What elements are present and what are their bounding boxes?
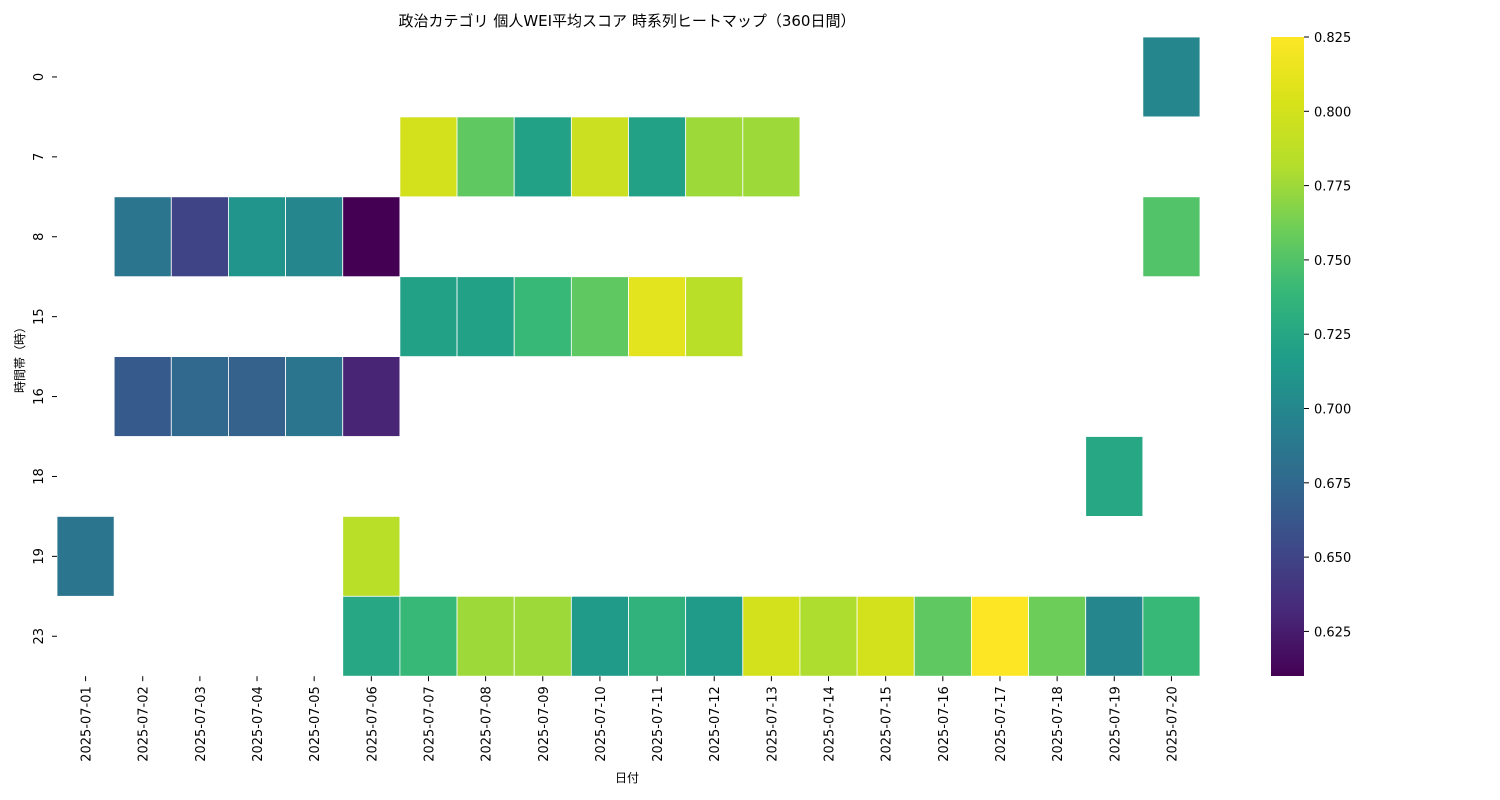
x-tick-label: 2025-07-02 xyxy=(137,686,152,762)
heatmap-cell xyxy=(628,116,687,198)
y-tick-label: 23 xyxy=(32,628,47,645)
heatmap-cell xyxy=(342,595,401,677)
x-tick-label: 2025-07-05 xyxy=(308,686,323,762)
heatmap-cell xyxy=(570,276,629,358)
x-tick-label: 2025-07-16 xyxy=(937,686,952,762)
heatmap-cell xyxy=(685,276,744,358)
heatmap-cell xyxy=(342,356,401,437)
heatmap-cell xyxy=(570,116,629,198)
heatmap-cell xyxy=(56,516,115,597)
chart-title: 政治カテゴリ 個人WEI平均スコア 時系列ヒートマップ（360日間） xyxy=(399,12,856,30)
heatmap-cell xyxy=(113,196,172,278)
y-tick-label: 7 xyxy=(32,153,47,161)
y-axis-ticks: 0 7 8 15 16 18 19 23 xyxy=(32,73,57,645)
x-tick-label: 2025-07-13 xyxy=(765,686,780,762)
x-axis-label: 日付 xyxy=(615,771,639,785)
heatmap-cell xyxy=(856,595,915,677)
colorbar-tick-label: 0.650 xyxy=(1314,551,1351,566)
heatmap-cell xyxy=(513,276,572,358)
colorbar-tick-label: 0.675 xyxy=(1314,477,1351,492)
x-tick-label: 2025-07-19 xyxy=(1108,686,1123,762)
x-tick-label: 2025-07-17 xyxy=(994,686,1009,762)
heatmap-cell xyxy=(628,595,687,677)
x-tick-label: 2025-07-15 xyxy=(880,686,895,762)
x-tick-label: 2025-07-01 xyxy=(80,686,95,762)
heatmap-cell xyxy=(285,196,344,278)
heatmap-cell xyxy=(742,595,801,677)
heatmap-cell xyxy=(628,276,687,358)
heatmap-cell xyxy=(1085,595,1144,677)
heatmap-cell xyxy=(513,595,572,677)
heatmap-cell xyxy=(342,196,401,278)
heatmap-cell xyxy=(685,116,744,198)
heatmap-cell xyxy=(170,356,229,437)
heatmap-cell xyxy=(456,116,515,198)
heatmap-cell xyxy=(1142,595,1201,677)
heatmap-cell xyxy=(1142,196,1201,278)
heatmap-cell xyxy=(228,356,286,437)
y-tick-label: 16 xyxy=(32,388,47,405)
x-tick-label: 2025-07-10 xyxy=(594,686,609,762)
heatmap-cell xyxy=(513,116,572,198)
heatmap-cell xyxy=(799,595,858,677)
x-tick-label: 2025-07-20 xyxy=(1165,686,1180,762)
heatmap-cell xyxy=(456,276,515,358)
x-tick-label: 2025-07-11 xyxy=(651,686,666,762)
heatmap-cell xyxy=(170,196,229,278)
heatmap-cell xyxy=(971,595,1029,677)
x-tick-label: 2025-07-03 xyxy=(194,686,209,762)
y-axis-label: 時間帯（時） xyxy=(13,321,27,393)
heatmap-cell xyxy=(456,595,515,677)
x-tick-label: 2025-07-06 xyxy=(365,686,380,762)
colorbar-tick-label: 0.725 xyxy=(1314,328,1351,343)
heatmap-cells xyxy=(56,36,1201,677)
colorbar-tick-label: 0.800 xyxy=(1314,105,1351,120)
y-tick-label: 8 xyxy=(32,233,47,241)
y-tick-label: 19 xyxy=(32,548,47,565)
heatmap-cell xyxy=(913,595,972,677)
x-tick-label: 2025-07-14 xyxy=(823,686,838,762)
heatmap-cell xyxy=(342,516,401,597)
heatmap-cell xyxy=(399,276,458,358)
heatmap-cell xyxy=(285,356,344,437)
heatmap-cell xyxy=(113,356,172,437)
heatmap-cell xyxy=(1142,36,1201,118)
x-tick-label: 2025-07-04 xyxy=(251,686,266,762)
colorbar-tick-label: 0.625 xyxy=(1314,625,1351,640)
x-tick-label: 2025-07-07 xyxy=(422,686,437,762)
heatmap-cell xyxy=(1085,436,1144,517)
heatmap-cell xyxy=(570,595,629,677)
x-tick-label: 2025-07-08 xyxy=(480,686,495,762)
x-tick-label: 2025-07-12 xyxy=(708,686,723,762)
heatmap-cell xyxy=(1028,595,1087,677)
colorbar-gradient xyxy=(1271,37,1304,676)
heatmap-cell xyxy=(399,595,458,677)
y-tick-label: 18 xyxy=(32,468,47,485)
x-tick-label: 2025-07-09 xyxy=(537,686,552,762)
y-tick-label: 15 xyxy=(32,308,47,325)
colorbar-ticks: 0.625 0.650 0.675 0.700 0.725 0.750 0.775 0.800… xyxy=(1304,31,1351,640)
x-axis-ticks: 2025-07-01 2025-07-02 2025-07-03 2025-07-04… xyxy=(80,676,1180,762)
x-tick-label: 2025-07-18 xyxy=(1051,686,1066,762)
heatmap-cell xyxy=(742,116,801,198)
y-tick-label: 0 xyxy=(32,73,47,81)
colorbar-tick-label: 0.700 xyxy=(1314,403,1351,418)
colorbar: 0.625 0.650 0.675 0.700 0.725 0.750 0.775 0.800… xyxy=(1271,31,1351,676)
colorbar-tick-label: 0.775 xyxy=(1314,180,1351,195)
colorbar-tick-label: 0.750 xyxy=(1314,254,1351,269)
heatmap-cell xyxy=(685,595,744,677)
heatmap-cell xyxy=(228,196,286,278)
heatmap-cell xyxy=(399,116,458,198)
colorbar-tick-label: 0.825 xyxy=(1314,31,1351,46)
